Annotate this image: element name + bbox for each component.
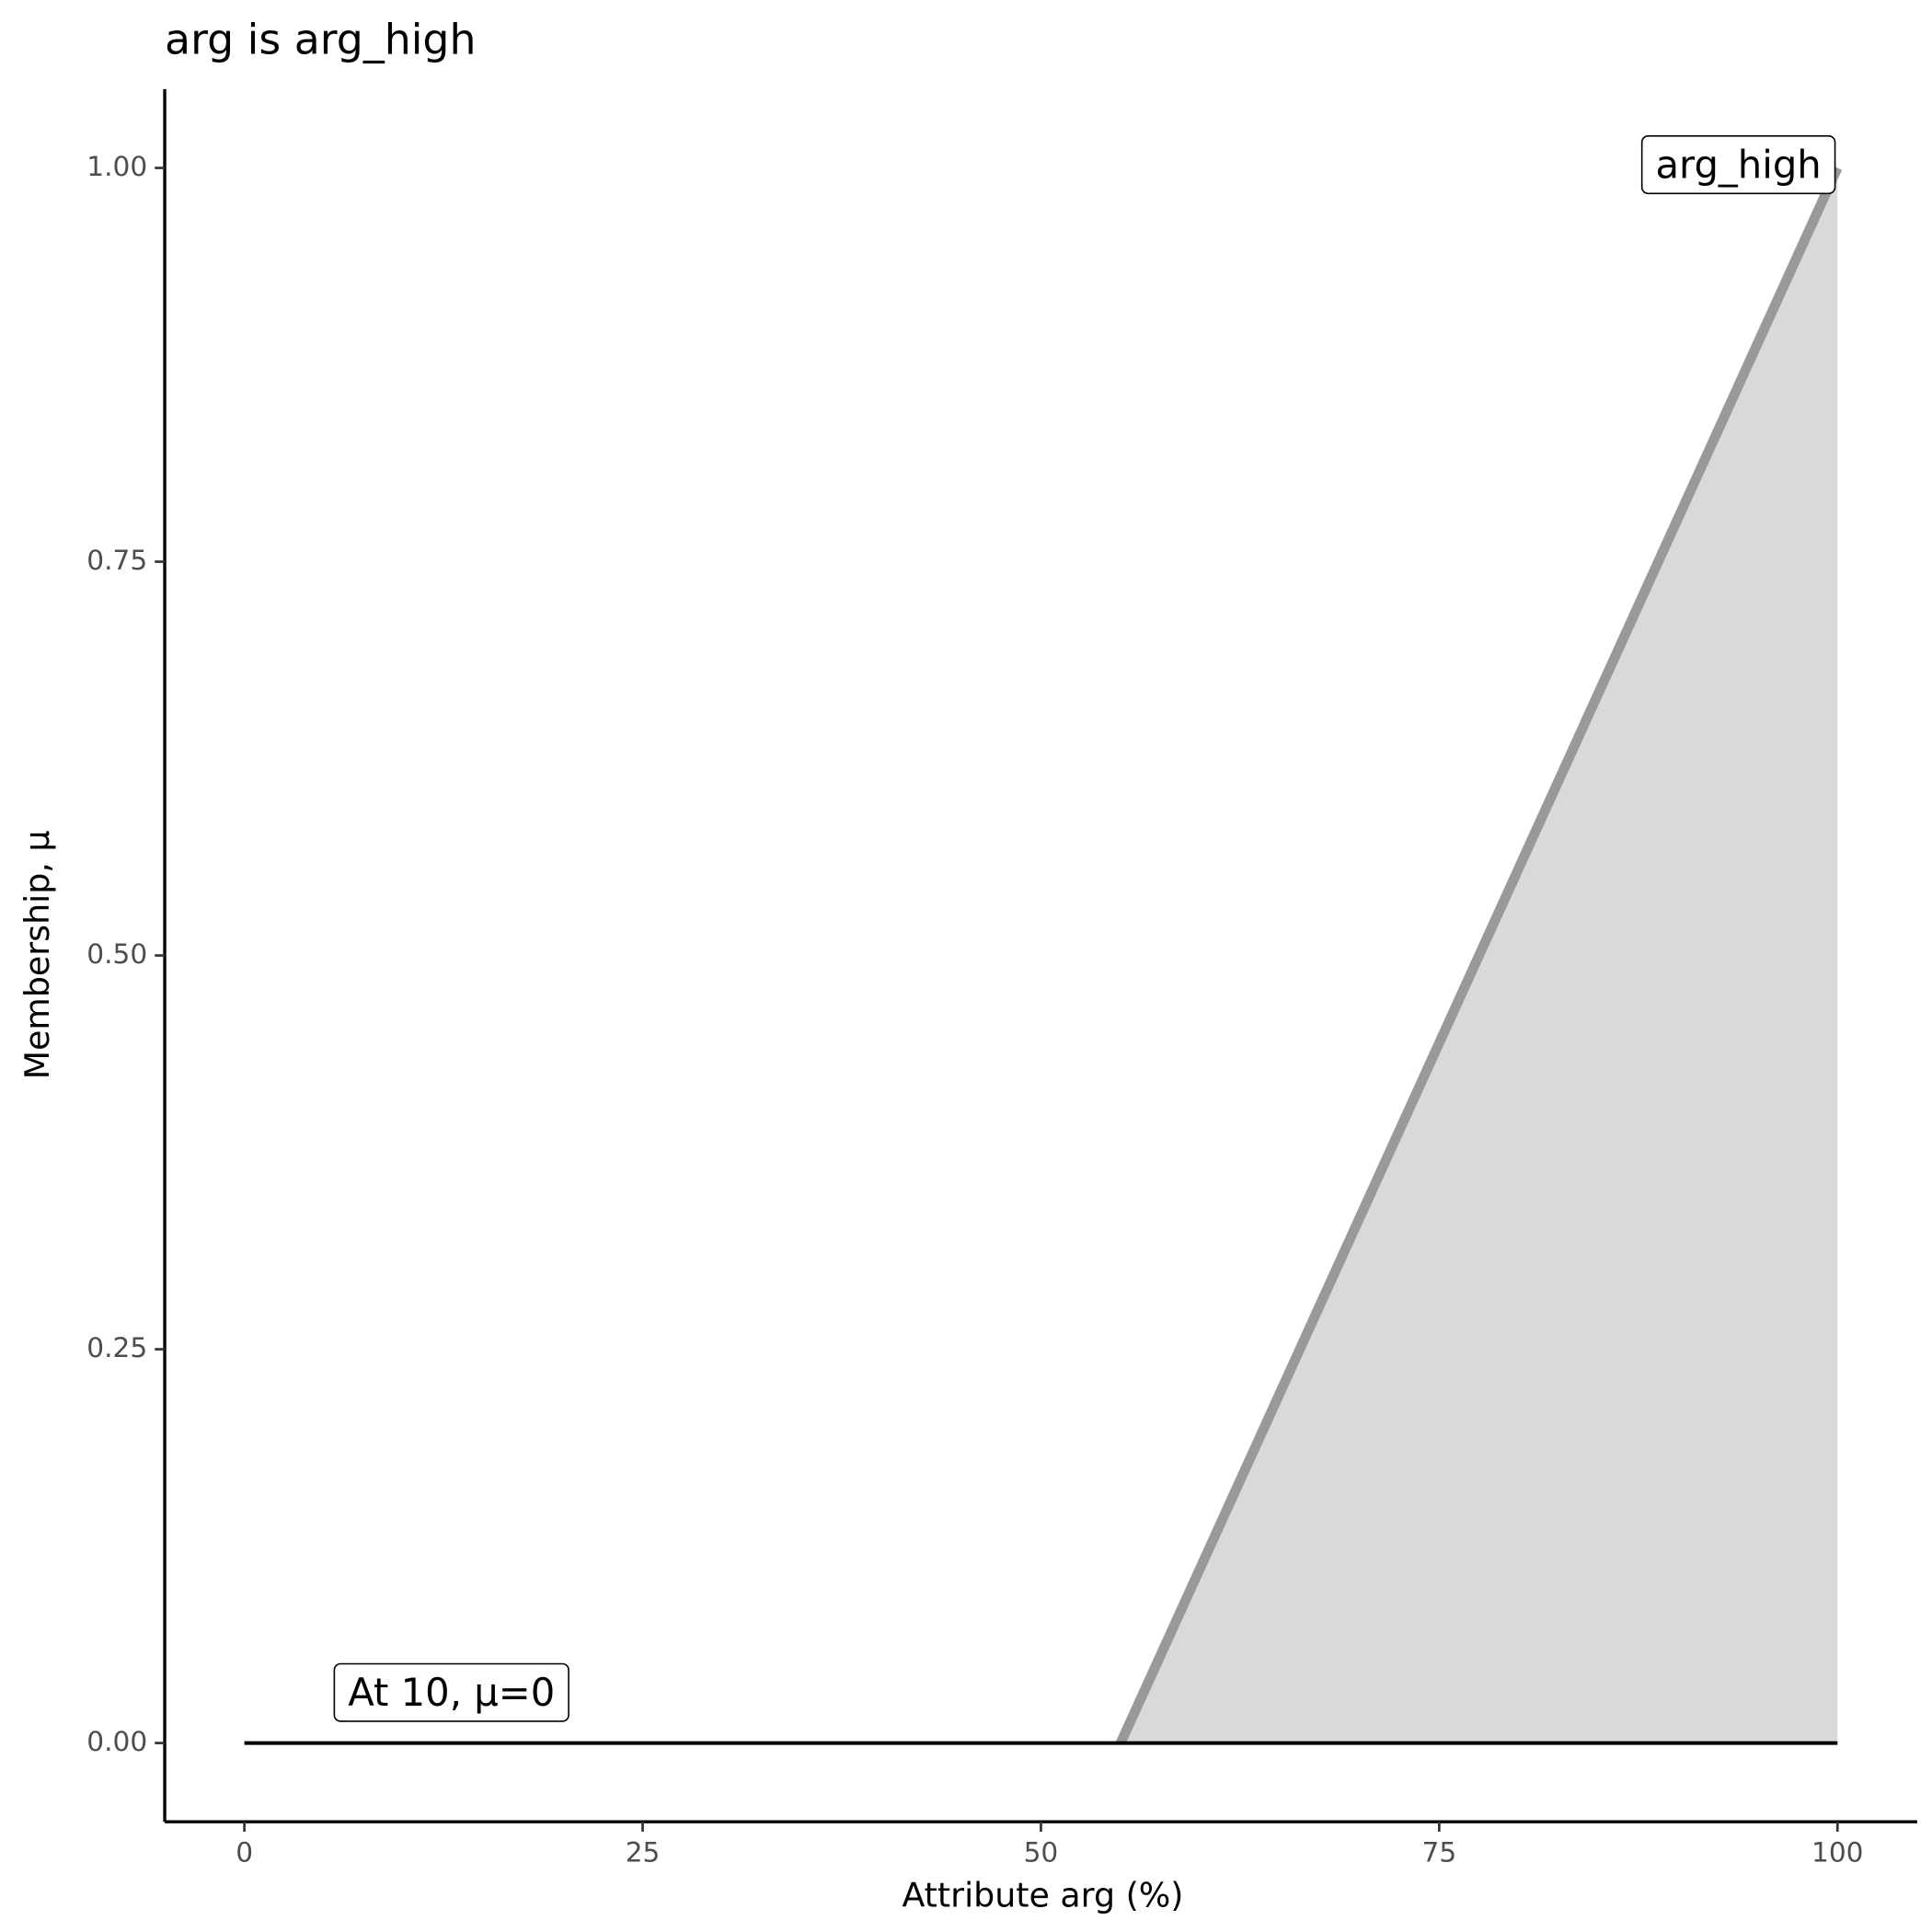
line [1116, 166, 1843, 1745]
x-tick-label: 0 [236, 1837, 253, 1869]
y-tick-label: 0.00 [86, 1726, 147, 1757]
annotation-box [333, 1662, 569, 1722]
y-tick-label: 0.50 [86, 938, 147, 970]
x-tick-label: 75 [1422, 1837, 1457, 1869]
y-tick-label: 0.75 [86, 545, 147, 576]
annotation-box [1640, 134, 1836, 195]
annotation: At 10, μ=0 [333, 1662, 569, 1722]
annotation: arg_high [1640, 134, 1836, 195]
annotation-label: At 10, μ=0 [348, 1670, 555, 1715]
chart-title: arg is arg_high [165, 15, 476, 63]
x-axis-title: Attribute arg (%) [902, 1875, 1183, 1915]
y-axis-title: Membership, μ [17, 831, 57, 1080]
y-tick-label: 0.25 [86, 1332, 147, 1363]
y-tick-label: 1.00 [86, 151, 147, 182]
x-tick-label: 25 [626, 1837, 661, 1869]
x-tick-label: 100 [1811, 1837, 1864, 1869]
x-tick-label: 50 [1024, 1837, 1059, 1869]
annotation-label: arg_high [1655, 143, 1821, 188]
